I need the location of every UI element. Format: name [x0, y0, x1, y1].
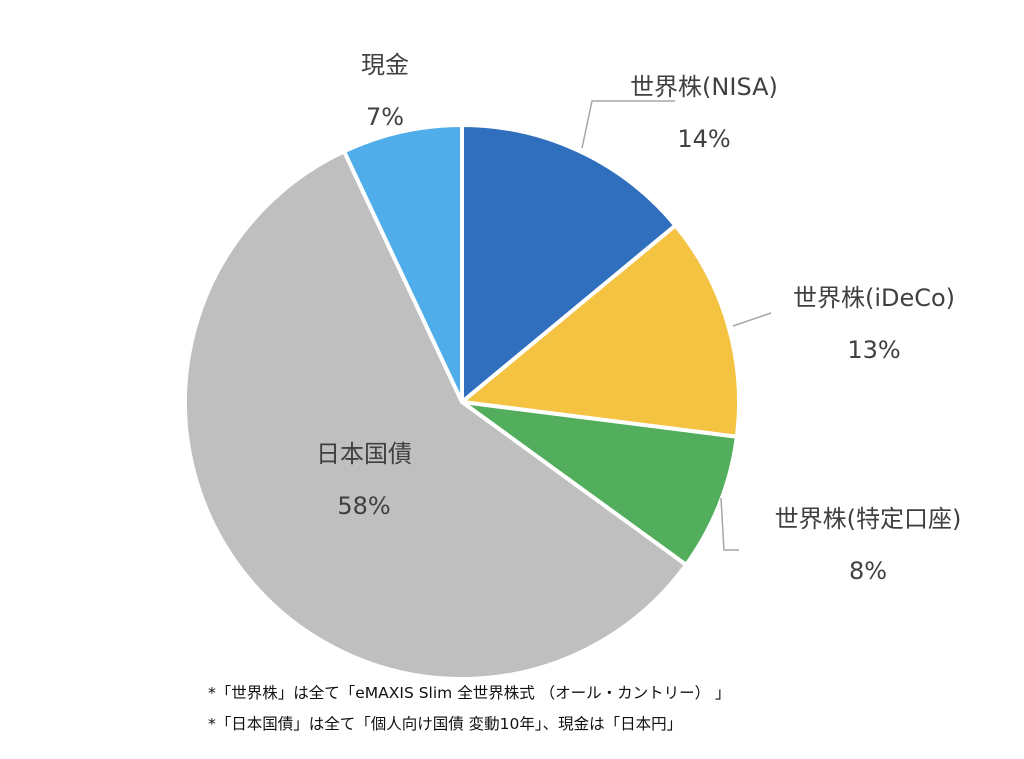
- slice-percent-0: 14%: [677, 125, 730, 153]
- leader-line-0: [581, 100, 675, 149]
- footnote-stocks: *「世界株」は全て「eMAXIS Slim 全世界株式 （オール・カントリー） …: [208, 684, 731, 702]
- leader-line-2: [720, 497, 739, 551]
- pie-slice-3: [183, 148, 689, 681]
- footnote-bonds-cash: *「日本国債」は全て「個人向け国債 変動10年」、現金は「日本円」: [208, 715, 683, 733]
- slice-percent-2: 8%: [849, 557, 887, 585]
- slice-label-0: 世界株(NISA): [630, 73, 778, 101]
- slice-label-3: 日本国債: [316, 440, 412, 468]
- slice-labels: 世界株(NISA) 14% 世界株(iDeCo) 13% 世界株(特定口座) 8% 日本国債…: [316, 51, 961, 585]
- slice-percent-1: 13%: [847, 336, 900, 364]
- leader-lines: [581, 100, 772, 551]
- leader-line-1: [732, 312, 772, 327]
- pie-slices: [183, 122, 741, 681]
- slice-percent-4: 7%: [366, 103, 404, 131]
- slice-label-4: 現金: [361, 51, 409, 79]
- pie-slice-2: [460, 400, 740, 568]
- pie-slice-4: [341, 122, 464, 403]
- slice-percent-3: 58%: [337, 492, 390, 520]
- footnotes: *「世界株」は全て「eMAXIS Slim 全世界株式 （オール・カントリー） …: [208, 678, 731, 740]
- pie-slice-0: [460, 122, 679, 407]
- slice-label-2: 世界株(特定口座): [775, 505, 962, 533]
- pie-slice-1: [457, 222, 741, 439]
- slice-label-1: 世界株(iDeCo): [793, 284, 955, 312]
